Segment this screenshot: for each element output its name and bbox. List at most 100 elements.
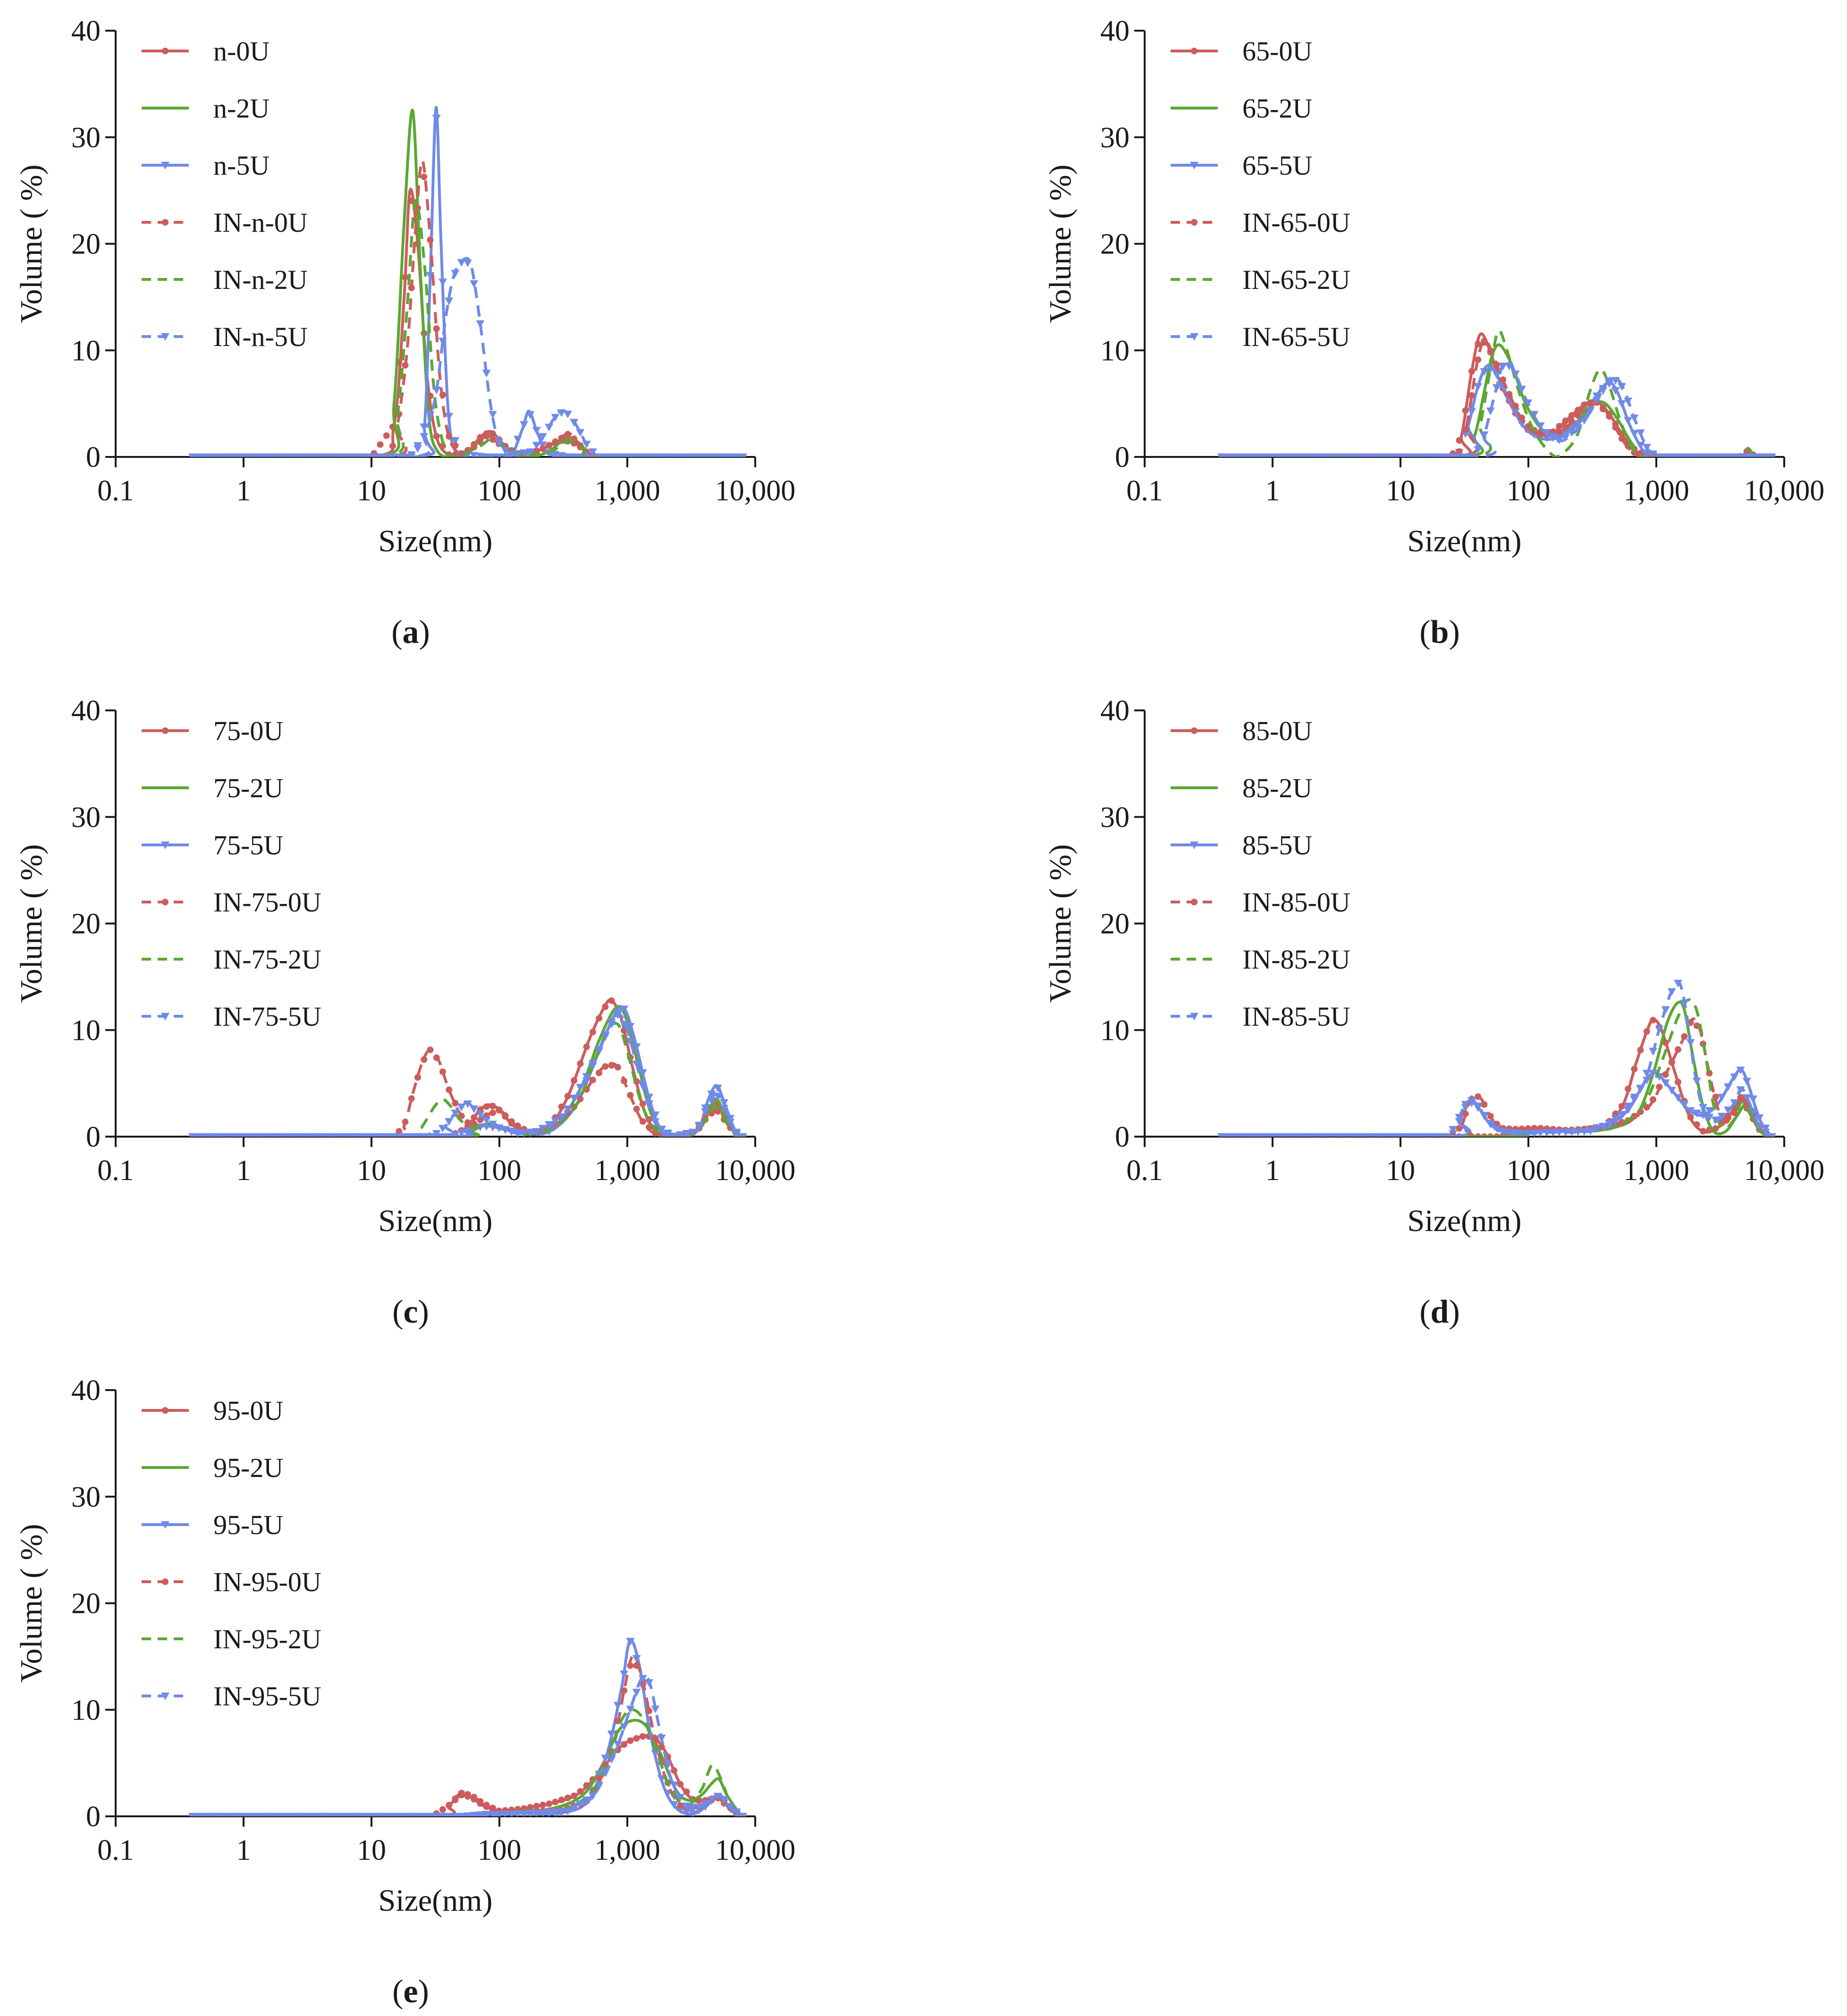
data-point xyxy=(238,1133,247,1137)
data-point xyxy=(1668,1058,1675,1065)
data-point xyxy=(1462,407,1469,414)
data-point xyxy=(1755,1122,1764,1130)
data-point xyxy=(1686,1107,1695,1115)
data-point xyxy=(614,1717,621,1724)
data-point xyxy=(452,1795,459,1802)
data-point xyxy=(482,1116,491,1125)
data-point xyxy=(1667,453,1676,457)
data-point xyxy=(388,453,397,457)
y-tick-label: 30 xyxy=(1100,801,1130,834)
data-point xyxy=(219,1813,228,1816)
data-point xyxy=(1625,1086,1632,1092)
data-point xyxy=(307,453,316,457)
data-point xyxy=(613,1011,622,1019)
data-point xyxy=(638,1082,647,1090)
x-tick-label: 10 xyxy=(1386,1155,1415,1187)
legend-item: 75-2U xyxy=(142,773,283,803)
y-axis-title: Volume ( %) xyxy=(14,844,49,1003)
data-point xyxy=(1737,1094,1744,1101)
data-point xyxy=(282,1813,291,1816)
legend-item: 65-5U xyxy=(1171,150,1312,181)
data-point xyxy=(1261,1133,1270,1137)
data-point xyxy=(471,1114,478,1121)
data-point xyxy=(1524,1130,1533,1137)
x-tick-label: 100 xyxy=(478,475,522,507)
data-point xyxy=(263,1133,272,1137)
data-point xyxy=(632,1060,641,1068)
chart-panel-b: 0 10 20 30 40 0.1 1 10 100 1,000 10,000 Size(nm) Vol… xyxy=(1043,15,1824,558)
data-point xyxy=(1223,1133,1232,1137)
data-point xyxy=(551,1808,560,1816)
data-point xyxy=(1468,368,1475,375)
y-tick-label: 40 xyxy=(71,695,101,727)
data-point xyxy=(1636,429,1645,437)
legend-marker xyxy=(162,899,169,905)
data-point xyxy=(388,1813,397,1816)
data-point xyxy=(570,419,579,427)
data-point xyxy=(1742,1094,1751,1102)
x-tick-label: 100 xyxy=(1507,1155,1551,1187)
data-point xyxy=(1424,1133,1433,1137)
data-point xyxy=(338,1133,347,1137)
legend-item: IN-75-2U xyxy=(142,944,321,975)
data-point xyxy=(1442,1133,1451,1137)
data-point xyxy=(1661,1079,1670,1087)
y-tick-label: 40 xyxy=(71,15,101,47)
data-point xyxy=(1712,1093,1719,1100)
data-point xyxy=(726,1803,735,1811)
data-point xyxy=(402,362,409,369)
data-point xyxy=(452,1100,459,1107)
data-point xyxy=(1299,453,1307,457)
data-point xyxy=(1617,400,1626,408)
data-point xyxy=(646,1707,653,1714)
data-point xyxy=(207,453,216,457)
data-point xyxy=(414,1074,421,1081)
legend-label: 95-5U xyxy=(213,1510,283,1540)
data-point xyxy=(651,1705,660,1713)
legend-marker xyxy=(1191,727,1198,734)
y-tick-label: 20 xyxy=(71,908,101,940)
data-point xyxy=(563,410,572,419)
data-point xyxy=(513,450,522,457)
data-point xyxy=(463,1813,472,1816)
data-point xyxy=(571,1077,578,1084)
data-point xyxy=(720,453,729,457)
data-point xyxy=(1681,1033,1688,1040)
series-65-5U xyxy=(1217,364,1776,457)
data-point xyxy=(439,1068,446,1075)
data-point xyxy=(1637,1046,1644,1054)
data-point xyxy=(426,272,435,280)
legend-label: 65-2U xyxy=(1242,93,1312,124)
data-point xyxy=(1643,1028,1650,1035)
legend-label: 75-0U xyxy=(213,716,283,746)
data-point xyxy=(588,1792,597,1800)
data-point xyxy=(564,1093,571,1100)
data-point xyxy=(1537,430,1544,438)
data-point xyxy=(470,280,479,288)
data-point xyxy=(1699,1104,1708,1112)
data-point xyxy=(720,1796,729,1804)
data-point xyxy=(1530,411,1539,419)
data-point xyxy=(720,1099,729,1107)
data-point xyxy=(1392,1133,1401,1137)
data-point xyxy=(1467,453,1476,457)
data-point xyxy=(601,1755,610,1763)
x-axis-title: Size(nm) xyxy=(379,1883,493,1918)
data-point xyxy=(213,1133,222,1137)
data-point xyxy=(1380,1133,1389,1137)
data-point xyxy=(1624,417,1633,425)
data-point xyxy=(1542,1129,1551,1137)
data-point xyxy=(570,453,579,457)
data-point xyxy=(1693,1121,1700,1128)
data-point xyxy=(632,453,641,457)
data-point xyxy=(1286,453,1295,457)
data-point xyxy=(633,1105,640,1113)
data-point xyxy=(307,1133,316,1137)
data-point xyxy=(564,1794,571,1801)
data-point xyxy=(551,451,560,457)
data-point xyxy=(238,1813,247,1816)
data-point xyxy=(1574,420,1583,428)
data-point xyxy=(633,1735,640,1742)
data-point xyxy=(1742,453,1751,457)
legend-item: IN-95-5U xyxy=(142,1681,321,1712)
